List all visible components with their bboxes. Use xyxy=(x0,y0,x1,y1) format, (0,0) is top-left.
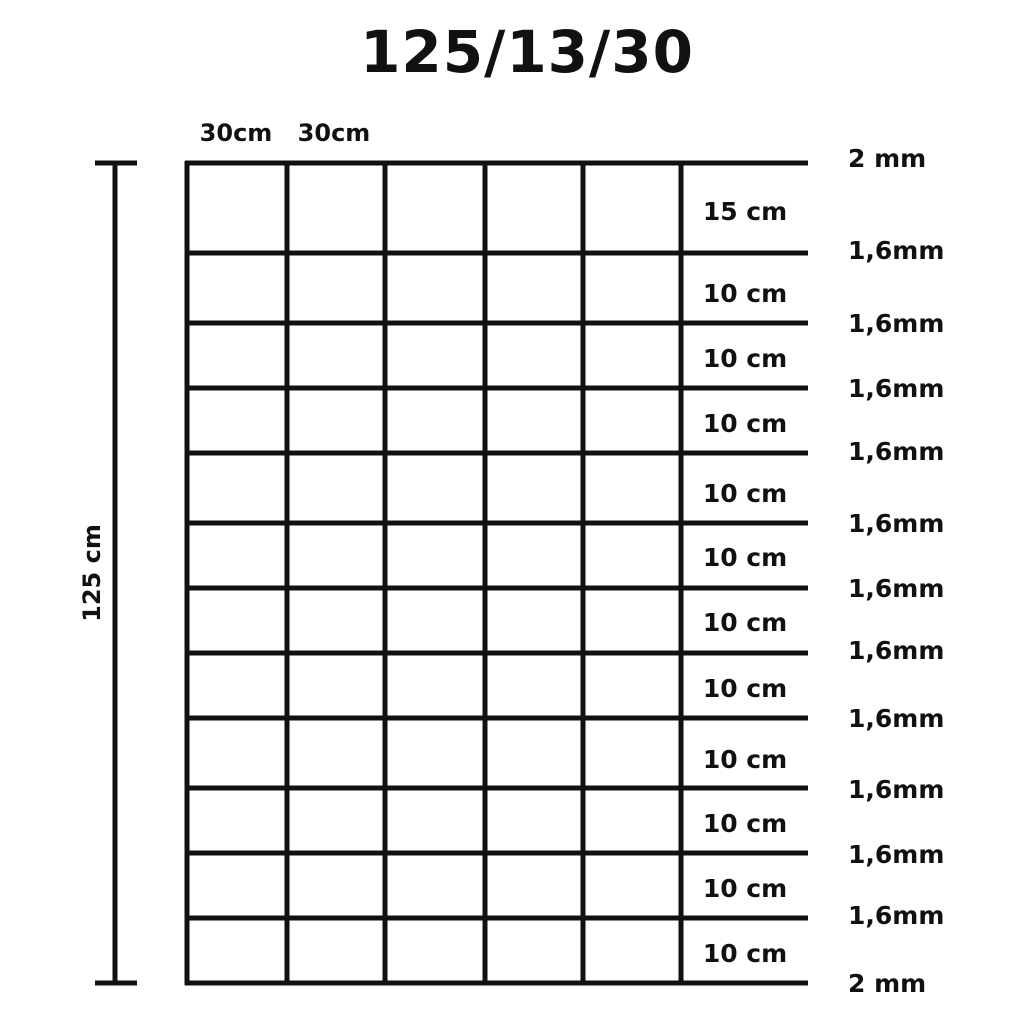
wire-diameter-label: 1,6mm xyxy=(848,574,944,603)
spacing-label: 10 cm xyxy=(703,409,787,438)
spacing-label: 10 cm xyxy=(703,279,787,308)
spacing-label: 10 cm xyxy=(703,874,787,903)
spacing-label: 10 cm xyxy=(703,543,787,572)
wire-diameter-label: 1,6mm xyxy=(848,704,944,733)
wire-diameter-label: 2 mm xyxy=(848,969,926,998)
spacing-label: 10 cm xyxy=(703,479,787,508)
wire-diameter-label: 1,6mm xyxy=(848,236,944,265)
spacing-label: 10 cm xyxy=(703,809,787,838)
column-width-label: 30cm xyxy=(298,119,371,147)
wire-diameter-label: 1,6mm xyxy=(848,437,944,466)
wire-diameter-label: 1,6mm xyxy=(848,374,944,403)
diagram-title: 125/13/30 xyxy=(360,18,694,86)
wire-diameter-label: 1,6mm xyxy=(848,775,944,804)
spacing-label: 15 cm xyxy=(703,197,787,226)
spacing-label: 10 cm xyxy=(703,344,787,373)
wire-diameter-label: 1,6mm xyxy=(848,509,944,538)
spacing-label: 10 cm xyxy=(703,674,787,703)
spacing-label: 10 cm xyxy=(703,939,787,968)
wire-diameter-label: 1,6mm xyxy=(848,901,944,930)
spacing-label: 10 cm xyxy=(703,608,787,637)
height-label: 125 cm xyxy=(78,524,106,622)
wire-diameter-label: 1,6mm xyxy=(848,840,944,869)
column-width-label: 30cm xyxy=(200,119,273,147)
wire-diameter-label: 1,6mm xyxy=(848,309,944,338)
spacing-label: 10 cm xyxy=(703,745,787,774)
wire-diameter-label: 2 mm xyxy=(848,144,926,173)
wire-diameter-label: 1,6mm xyxy=(848,636,944,665)
